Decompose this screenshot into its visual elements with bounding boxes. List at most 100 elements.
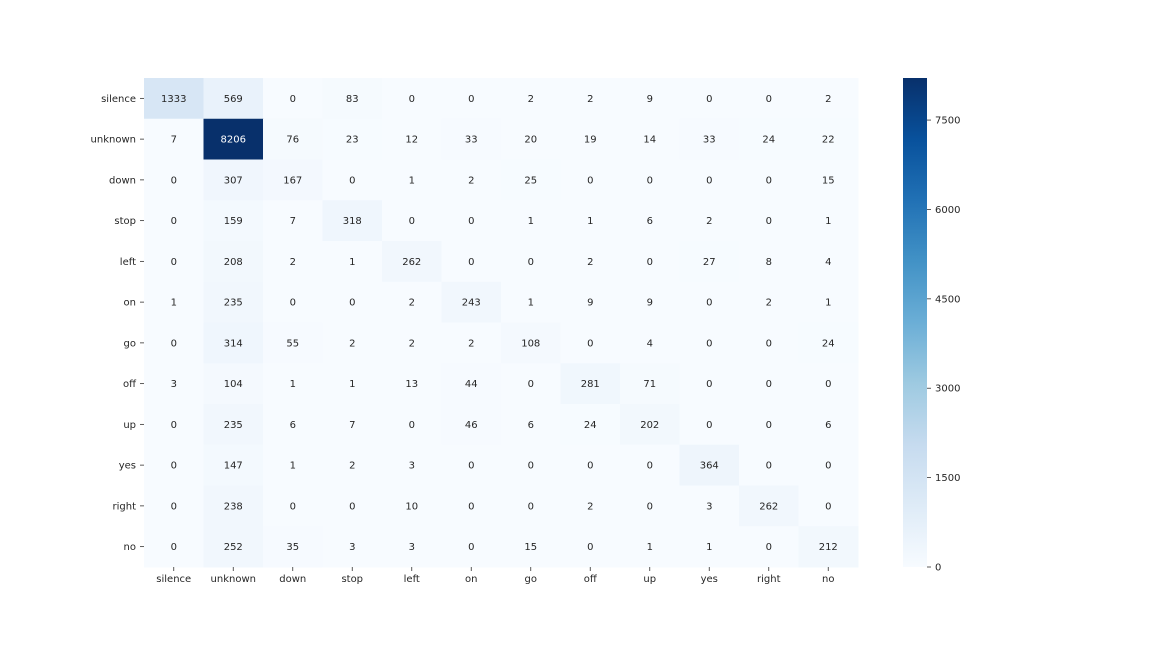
cell-value-label: 0 — [468, 461, 474, 472]
heatmap-cell — [322, 404, 383, 446]
heatmap-cell — [798, 159, 859, 201]
heatmap-cell — [203, 322, 264, 364]
cell-value-label: 4 — [647, 338, 653, 349]
colorbar-tick-label: 6000 — [935, 205, 960, 216]
cell-value-label: 1 — [349, 379, 355, 390]
heatmap-cell — [144, 363, 204, 405]
heatmap-cell — [679, 118, 740, 160]
colorbar-tick-label: 4500 — [935, 294, 960, 305]
heatmap-cell — [739, 159, 799, 201]
cell-value-label: 2 — [706, 216, 712, 227]
heatmap-cell — [798, 200, 859, 242]
y-tick-label: go — [124, 338, 136, 349]
heatmap-cell — [739, 241, 799, 283]
y-tick-label: stop — [114, 216, 136, 227]
cell-value-label: 2 — [528, 94, 534, 105]
colorbar-tick-label: 0 — [935, 563, 941, 574]
heatmap-cell — [203, 404, 264, 446]
heatmap-cell — [739, 404, 799, 446]
x-tick-label: yes — [701, 574, 718, 585]
cell-value-label: 0 — [349, 298, 355, 309]
cell-value-label: 4 — [825, 257, 831, 268]
cell-value-label: 235 — [224, 298, 243, 309]
cell-value-label: 262 — [402, 257, 421, 268]
heatmap-cell — [560, 404, 621, 446]
heatmap-cell — [798, 281, 859, 323]
cell-value-label: 0 — [171, 338, 177, 349]
cell-value-label: 235 — [224, 420, 243, 431]
heatmap-cell — [382, 241, 442, 283]
cell-value-label: 19 — [584, 135, 597, 146]
heatmap-cell — [144, 200, 204, 242]
cell-value-label: 0 — [290, 298, 296, 309]
heatmap-cell — [322, 118, 383, 160]
heatmap-cell — [560, 78, 621, 120]
heatmap-cell — [144, 485, 204, 527]
cell-value-label: 7 — [290, 216, 296, 227]
heatmap-cell — [798, 322, 859, 364]
cell-value-label: 2 — [587, 94, 593, 105]
cell-value-label: 0 — [409, 94, 415, 105]
cell-value-label: 13 — [405, 379, 418, 390]
cell-value-label: 20 — [524, 135, 537, 146]
heatmap-cell — [620, 404, 680, 446]
cell-value-label: 252 — [224, 542, 243, 553]
cell-value-label: 0 — [766, 542, 772, 553]
heatmap-cell — [144, 159, 204, 201]
cell-value-label: 0 — [647, 461, 653, 472]
cell-value-label: 0 — [587, 175, 593, 186]
heatmap-cell — [560, 526, 621, 568]
cell-value-label: 0 — [528, 257, 534, 268]
heatmap-cell — [203, 78, 264, 120]
heatmap-cell — [798, 526, 859, 568]
heatmap-cell — [144, 444, 204, 486]
heatmap-cell — [560, 200, 621, 242]
heatmap-cell — [679, 485, 740, 527]
cell-value-label: 2 — [468, 338, 474, 349]
cell-value-label: 46 — [465, 420, 478, 431]
heatmap-cell — [501, 200, 561, 242]
heatmap-cell — [263, 363, 323, 405]
cell-value-label: 35 — [286, 542, 299, 553]
cell-value-label: 15 — [524, 542, 537, 553]
heatmap-cell — [560, 159, 621, 201]
cell-value-label: 0 — [587, 542, 593, 553]
cell-value-label: 0 — [171, 420, 177, 431]
cell-value-label: 364 — [700, 461, 719, 472]
heatmap-cell — [620, 200, 680, 242]
heatmap-cell — [263, 78, 323, 120]
x-tick-label: go — [525, 574, 537, 585]
heatmap-cell — [144, 118, 204, 160]
heatmap-cell — [739, 526, 799, 568]
cell-value-label: 1 — [349, 257, 355, 268]
heatmap-cell — [501, 159, 561, 201]
cell-value-label: 0 — [766, 338, 772, 349]
cell-value-label: 7 — [171, 135, 177, 146]
cell-value-label: 1 — [290, 461, 296, 472]
cell-value-label: 0 — [825, 461, 831, 472]
heatmap-cell — [263, 526, 323, 568]
cell-value-label: 0 — [647, 257, 653, 268]
cell-value-label: 33 — [465, 135, 478, 146]
y-tick-label: unknown — [91, 135, 136, 146]
cell-value-label: 44 — [465, 379, 478, 390]
heatmap-cell — [501, 363, 561, 405]
heatmap-cell — [322, 485, 383, 527]
x-tick-label: no — [822, 574, 834, 585]
heatmap-cell — [322, 363, 383, 405]
heatmap-cell — [144, 281, 204, 323]
cell-value-label: 0 — [468, 542, 474, 553]
heatmap-cell — [679, 200, 740, 242]
cell-value-label: 0 — [468, 501, 474, 512]
heatmap-cell — [739, 444, 799, 486]
cell-value-label: 2 — [349, 338, 355, 349]
heatmap-cell — [620, 159, 680, 201]
heatmap-cell — [203, 444, 264, 486]
cell-value-label: 0 — [706, 298, 712, 309]
cell-value-label: 0 — [766, 461, 772, 472]
heatmap-cell — [560, 363, 621, 405]
heatmap-cell — [739, 322, 799, 364]
heatmap-cell — [798, 363, 859, 405]
heatmap-cell — [382, 526, 442, 568]
